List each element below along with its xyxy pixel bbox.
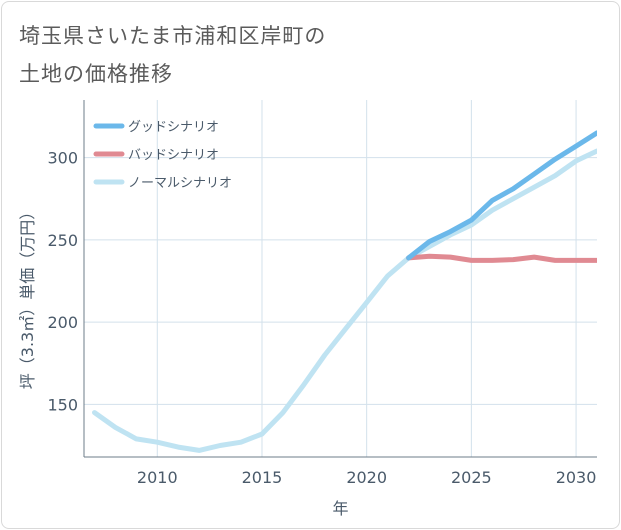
series-line-1 [406, 253, 597, 263]
legend-label: バッドシナリオ [128, 148, 219, 163]
grid [84, 100, 597, 457]
y-tick-label: 200 [47, 313, 78, 332]
chart-title-line-1: 埼玉県さいたま市浦和区岸町の [19, 24, 327, 48]
y-tick-label: 300 [47, 149, 78, 168]
x-tick-label: 2015 [242, 468, 283, 487]
legend-label: ノーマルシナリオ [128, 176, 232, 191]
y-tick-label: 150 [47, 395, 78, 414]
x-axis-title: 年 [332, 499, 348, 518]
y-tick-label: 250 [47, 231, 78, 250]
y-axis-title: 坪（3.3㎡）単価（万円） [18, 204, 37, 389]
legend-label: グッドシナリオ [128, 120, 219, 135]
chart-title-line-2: 土地の価格推移 [19, 62, 173, 86]
series-layer [92, 130, 597, 453]
axes: 2010 2015 2020 2025 2030 150 200 250 300 [47, 100, 597, 487]
series-line-0 [406, 130, 597, 261]
x-tick-label: 2010 [137, 468, 178, 487]
x-tick-label: 2020 [346, 468, 387, 487]
x-tick-label: 2030 [556, 468, 597, 487]
x-tick-label: 2025 [451, 468, 492, 487]
series-line-2 [92, 148, 597, 453]
